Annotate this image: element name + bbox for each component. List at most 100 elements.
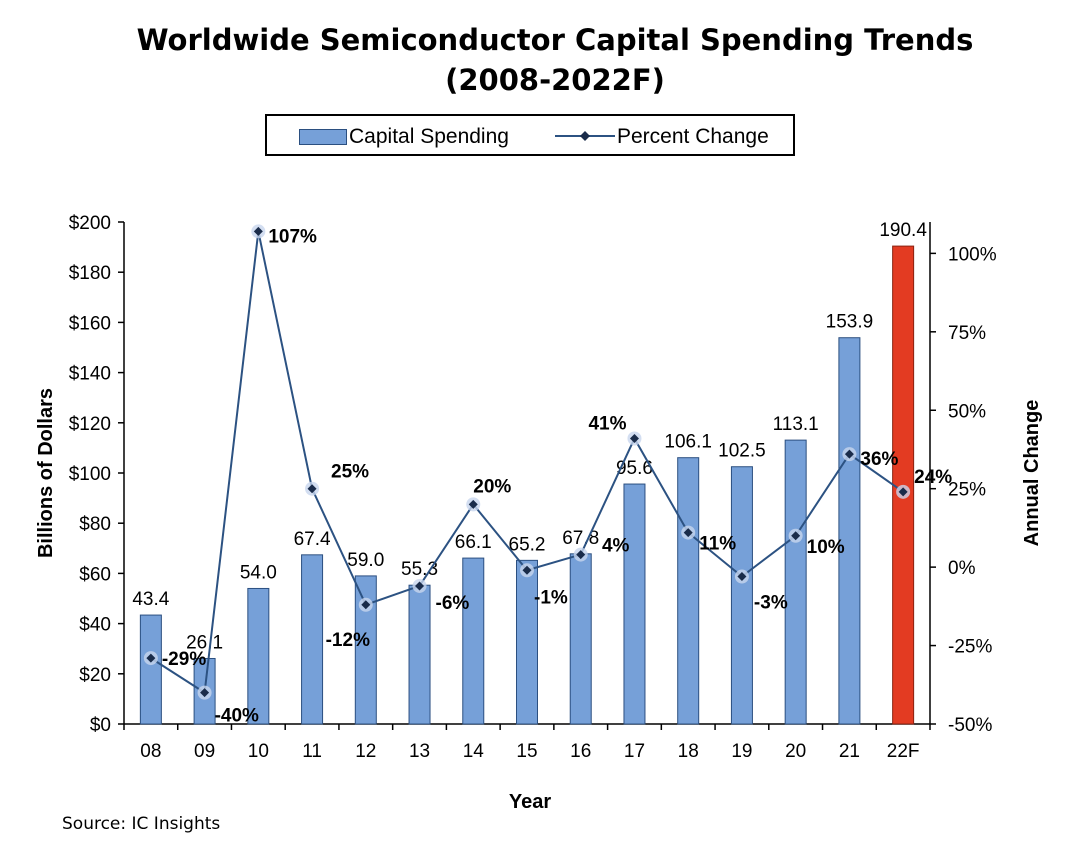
x-tick-label: 09 <box>194 741 215 762</box>
percent-label: -3% <box>754 593 788 614</box>
bar-value-label: 67.4 <box>294 529 331 550</box>
bar <box>301 554 324 725</box>
bar-value-label: 43.4 <box>132 589 169 610</box>
chart-title: Worldwide Semiconductor Capital Spending… <box>0 20 1080 100</box>
legend-bar-swatch <box>299 129 347 145</box>
line-point <box>522 565 532 575</box>
bar-value-label: 54.0 <box>240 562 277 583</box>
bar-value-label: 153.9 <box>826 312 874 333</box>
y-tick-label: $20 <box>79 665 111 686</box>
y-tick-label: $200 <box>69 213 111 234</box>
percent-label: 107% <box>268 226 317 247</box>
y-axis-title: Billions of Dollars <box>35 388 57 558</box>
bar-value-label: 55.3 <box>401 559 438 580</box>
line-point <box>844 449 854 459</box>
x-tick-label: 22F <box>887 741 920 762</box>
y-tick-label: $160 <box>69 313 111 334</box>
y-tick-label: $140 <box>69 364 111 385</box>
x-tick-label: 14 <box>463 741 485 762</box>
bar <box>354 575 377 725</box>
bar-value-label: 102.5 <box>718 441 766 462</box>
y2-tick-label: -50% <box>948 715 992 736</box>
bar-value-label: 59.0 <box>347 550 384 571</box>
y-tick-label: $100 <box>69 464 111 485</box>
y2-tick-label: 0% <box>948 558 976 579</box>
y-tick-label: $60 <box>79 564 111 585</box>
x-tick-label: 20 <box>785 741 806 762</box>
percent-label: -40% <box>215 706 259 727</box>
x-tick-label: 16 <box>570 741 591 762</box>
bar-value-label: 67.8 <box>562 528 599 549</box>
bar <box>139 614 162 725</box>
line-point <box>737 572 747 582</box>
bar-value-label: 106.1 <box>664 432 712 453</box>
line-point <box>253 226 263 236</box>
bar-value-label: 190.4 <box>879 220 927 241</box>
y2-tick-label: 25% <box>948 480 986 501</box>
bar <box>247 587 270 725</box>
percent-label: -29% <box>162 649 206 670</box>
source-note: Source: IC Insights <box>62 814 221 834</box>
bar <box>838 337 861 725</box>
y2-tick-label: 75% <box>948 323 986 344</box>
bar-value-label: 26.1 <box>186 632 223 653</box>
bar <box>784 439 807 725</box>
percent-label: 36% <box>860 449 898 470</box>
percent-label: 41% <box>588 413 626 434</box>
legend-line-swatch <box>555 131 615 141</box>
line-point <box>791 531 801 541</box>
y-tick-label: $120 <box>69 414 111 435</box>
chart-title-main: Worldwide Semiconductor Capital Spending… <box>136 23 974 57</box>
percent-label: -12% <box>326 630 370 651</box>
line-point <box>200 688 210 698</box>
line-point <box>146 653 156 663</box>
y-tick-label: $40 <box>79 615 111 636</box>
line-point <box>898 487 908 497</box>
x-tick-label: 21 <box>839 741 860 762</box>
y-tick-label: $0 <box>90 715 111 736</box>
line-point <box>629 433 639 443</box>
line-point <box>415 581 425 591</box>
x-tick-label: 13 <box>409 741 430 762</box>
chart-subtitle: (2008-2022F) <box>445 63 665 97</box>
bar <box>730 466 753 725</box>
percent-label: 24% <box>914 467 952 488</box>
x-tick-label: 15 <box>516 741 537 762</box>
bar <box>462 557 485 725</box>
x-tick-label: 12 <box>355 741 376 762</box>
bar-value-label: 95.6 <box>616 458 653 479</box>
y2-tick-label: 50% <box>948 401 986 422</box>
line-point <box>683 528 693 538</box>
x-tick-label: 17 <box>624 741 645 762</box>
legend-label-capital-spending: Capital Spending <box>349 125 509 148</box>
x-axis-title: Year <box>509 791 551 813</box>
percent-label: -6% <box>436 593 470 614</box>
line-point <box>468 499 478 509</box>
chart-legend: Capital Spending Percent Change <box>265 114 795 156</box>
percent-label: -1% <box>534 587 568 608</box>
bar <box>569 553 592 725</box>
x-tick-label: 08 <box>140 741 161 762</box>
x-tick-label: 19 <box>731 741 752 762</box>
percent-label: 11% <box>699 534 736 555</box>
line-point <box>576 550 586 560</box>
percent-label: 25% <box>331 462 369 483</box>
bar-value-label: 113.1 <box>773 414 819 435</box>
line-point <box>307 484 317 494</box>
x-tick-label: 10 <box>248 741 269 762</box>
y2-tick-label: -25% <box>948 637 992 658</box>
x-tick-label: 18 <box>678 741 699 762</box>
bar <box>623 483 646 725</box>
percent-label: 10% <box>807 537 845 558</box>
x-tick-label: 11 <box>302 741 322 762</box>
bar-value-label: 65.2 <box>509 534 546 555</box>
bar <box>408 584 431 725</box>
y-tick-label: $180 <box>69 263 111 284</box>
bar <box>516 559 538 725</box>
bar <box>677 457 700 725</box>
percent-label: 4% <box>602 536 630 557</box>
bar-value-label: 66.1 <box>455 532 492 553</box>
y2-axis-title: Annual Change <box>1021 400 1043 547</box>
percent-label: 20% <box>473 476 511 497</box>
